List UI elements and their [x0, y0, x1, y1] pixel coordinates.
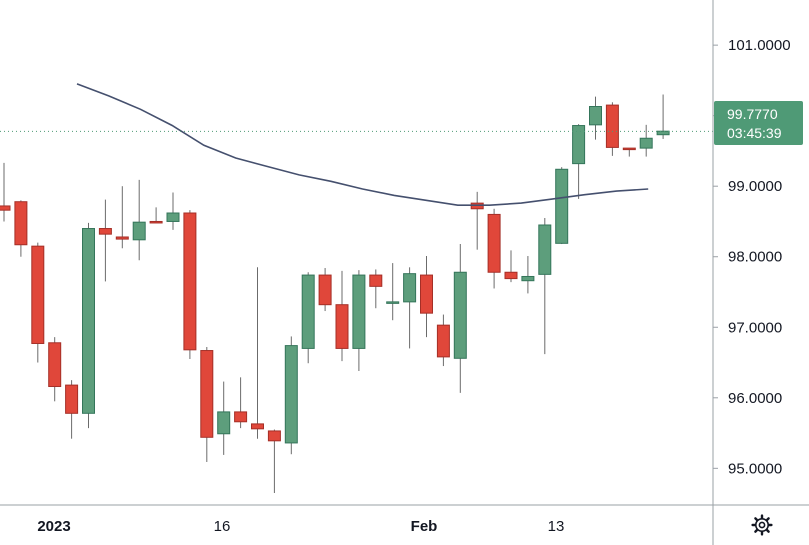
candle: [453, 244, 467, 393]
candle: [403, 267, 417, 349]
candle-body: [352, 274, 366, 349]
candle: [555, 167, 569, 245]
candle-body: [403, 273, 417, 303]
candle-body: [453, 271, 467, 359]
candle: [318, 268, 332, 312]
candle: [267, 429, 281, 494]
candle-body: [31, 245, 45, 344]
candle: [504, 250, 518, 283]
last-price-label: 99.7770 03:45:39: [714, 101, 803, 145]
candle-body: [0, 205, 11, 211]
candle: [183, 210, 197, 360]
gear-icon[interactable]: [751, 514, 773, 536]
candle-body: [149, 220, 163, 224]
candle-body: [166, 212, 180, 222]
candle: [132, 179, 146, 261]
candle: [115, 186, 129, 249]
candle: [98, 199, 112, 282]
candle-body: [605, 104, 619, 148]
candle-body: [301, 274, 315, 349]
candle-body: [48, 342, 62, 388]
candle-body: [656, 130, 670, 136]
candle-body: [436, 324, 450, 358]
candle-body: [521, 275, 535, 282]
candle: [200, 347, 214, 462]
candle: [589, 96, 602, 140]
candle-body: [386, 301, 400, 304]
time-axis[interactable]: 2023 16 Feb 13: [37, 518, 564, 535]
candle-body: [14, 201, 28, 246]
price-tick-label: 97.0000: [728, 319, 782, 336]
candle: [487, 208, 501, 289]
candle: [48, 337, 62, 402]
candle-body: [420, 274, 433, 314]
candle-body: [639, 137, 653, 149]
candle: [65, 380, 79, 439]
time-tick-label: Feb: [411, 518, 438, 535]
candle-body: [487, 213, 501, 273]
candle-body: [369, 274, 383, 287]
candle: [234, 377, 248, 429]
candle-body: [284, 345, 298, 444]
candle-body: [335, 304, 349, 349]
candle-body: [267, 430, 281, 442]
candle-body: [183, 212, 197, 351]
candle-body: [234, 411, 248, 423]
candle-body: [572, 125, 586, 165]
candle-body: [622, 147, 636, 151]
candle: [605, 102, 619, 156]
candle: [470, 191, 484, 250]
candle: [639, 124, 653, 157]
time-tick-label: 2023: [37, 518, 70, 535]
price-tick-label: 95.0000: [728, 460, 782, 477]
candle: [217, 381, 231, 455]
candle: [386, 263, 400, 321]
moving-average-line: [76, 83, 649, 206]
last-price-value: 99.7770: [727, 106, 778, 122]
candle: [301, 272, 315, 364]
candle-body: [318, 274, 332, 306]
candle: [436, 314, 450, 367]
time-tick-label: 13: [548, 518, 565, 535]
candle-body: [504, 271, 518, 280]
candle: [521, 256, 535, 294]
candle: [572, 124, 586, 199]
price-tick-label: 99.0000: [728, 178, 782, 195]
candle-body: [555, 168, 569, 244]
candle: [166, 192, 180, 230]
candle: [251, 267, 264, 439]
price-tick-label: 101.0000: [728, 37, 791, 54]
candle: [82, 222, 95, 429]
candle: [369, 269, 383, 309]
candle: [31, 242, 45, 363]
candle: [622, 147, 636, 157]
candle-body: [82, 228, 95, 414]
candle: [284, 336, 298, 455]
candle-body: [200, 350, 214, 438]
last-price-countdown: 03:45:39: [727, 125, 782, 141]
candle-body: [251, 423, 264, 430]
candle-body: [98, 228, 112, 235]
candle-body: [132, 221, 146, 241]
candle: [14, 200, 28, 257]
candle-body: [589, 106, 602, 126]
candle: [352, 270, 366, 371]
candle-body: [115, 236, 129, 240]
time-tick-label: 16: [214, 518, 231, 535]
price-tick-label: 98.0000: [728, 249, 782, 266]
candle: [0, 162, 11, 222]
candles-layer: [0, 94, 670, 494]
last-price-badge: [714, 101, 803, 145]
candle-body: [65, 384, 79, 414]
candle-body: [538, 224, 552, 275]
candle: [149, 207, 163, 224]
candle: [420, 256, 433, 338]
candle: [538, 217, 552, 355]
price-tick-label: 96.0000: [728, 390, 782, 407]
candle-body: [217, 411, 231, 435]
candle: [656, 94, 670, 139]
candle: [335, 270, 349, 362]
